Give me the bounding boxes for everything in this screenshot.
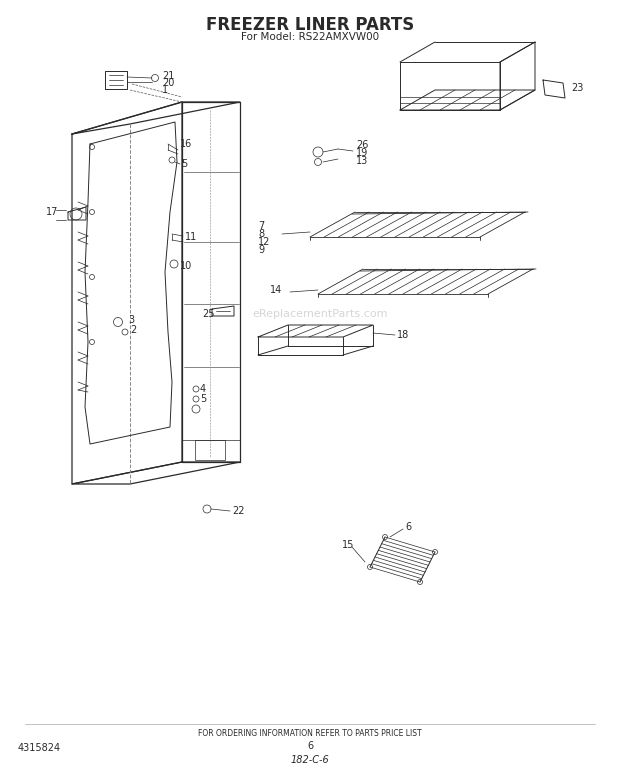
Text: 5: 5 xyxy=(181,159,187,169)
Text: 14: 14 xyxy=(270,285,282,295)
Text: 21: 21 xyxy=(162,71,174,81)
Text: 25: 25 xyxy=(202,309,215,319)
Text: 12: 12 xyxy=(258,237,270,247)
Text: 1: 1 xyxy=(162,85,168,95)
Text: 6: 6 xyxy=(307,741,313,751)
Text: 10: 10 xyxy=(180,261,192,271)
Text: 23: 23 xyxy=(571,83,583,93)
Text: eReplacementParts.com: eReplacementParts.com xyxy=(252,309,388,319)
Text: 11: 11 xyxy=(185,232,197,242)
Text: 3: 3 xyxy=(128,315,134,325)
Text: 26: 26 xyxy=(356,140,368,150)
Text: 16: 16 xyxy=(180,139,192,149)
Text: 2: 2 xyxy=(130,325,136,335)
Text: 7: 7 xyxy=(258,221,264,231)
Text: FOR ORDERING INFORMATION REFER TO PARTS PRICE LIST: FOR ORDERING INFORMATION REFER TO PARTS … xyxy=(198,730,422,738)
Text: 17: 17 xyxy=(46,207,58,217)
Text: 5: 5 xyxy=(200,394,206,404)
Text: 20: 20 xyxy=(162,78,174,88)
Text: FREEZER LINER PARTS: FREEZER LINER PARTS xyxy=(206,16,414,34)
Text: 13: 13 xyxy=(356,156,368,166)
Text: 6: 6 xyxy=(405,522,411,532)
Text: 182-C-6: 182-C-6 xyxy=(291,755,329,765)
Text: 19: 19 xyxy=(356,148,368,158)
Text: 4315824: 4315824 xyxy=(18,743,61,753)
Text: 8: 8 xyxy=(258,229,264,239)
Text: 22: 22 xyxy=(232,506,244,516)
Text: For Model: RS22AMXVW00: For Model: RS22AMXVW00 xyxy=(241,32,379,42)
Text: 9: 9 xyxy=(258,245,264,255)
Text: 4: 4 xyxy=(200,384,206,394)
Text: 18: 18 xyxy=(397,330,409,340)
Bar xyxy=(195,440,225,460)
Text: 15: 15 xyxy=(342,540,355,550)
